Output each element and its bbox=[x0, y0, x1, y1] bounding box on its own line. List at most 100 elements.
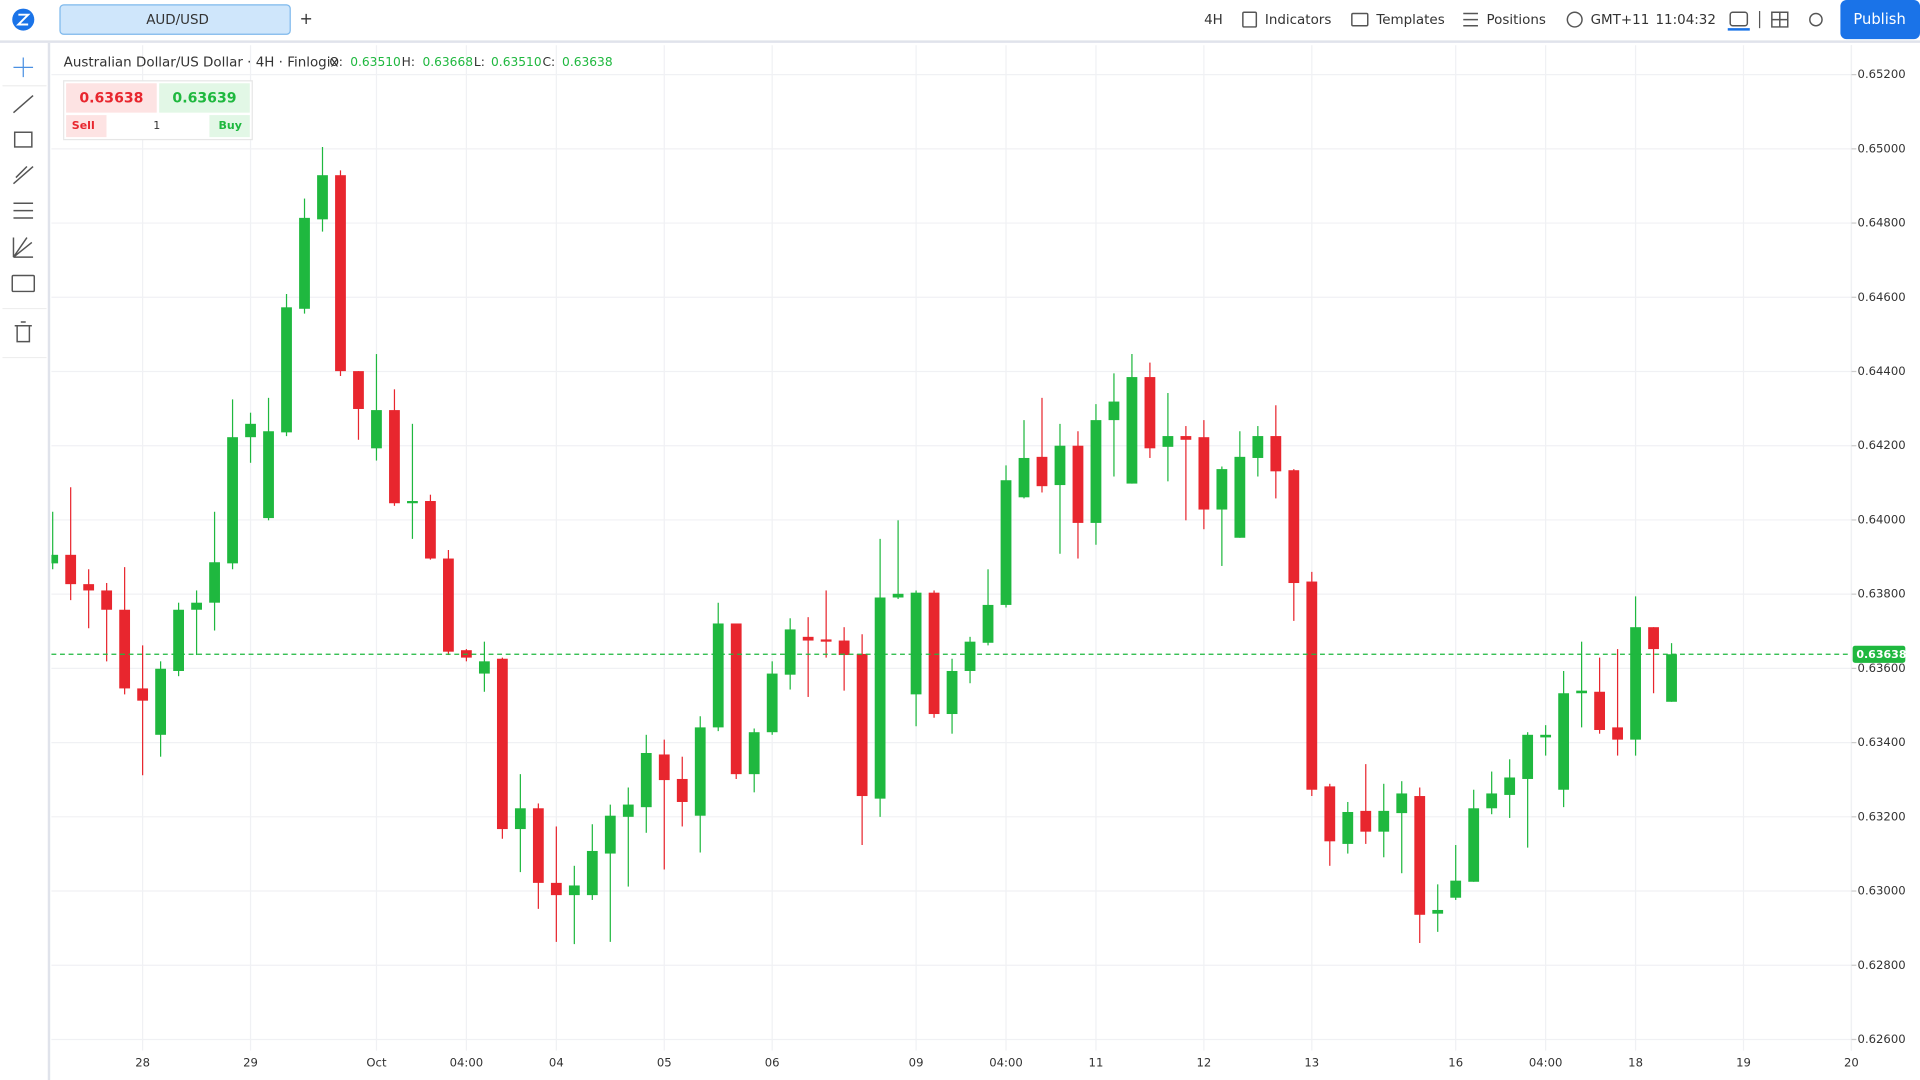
candle-body bbox=[101, 590, 113, 610]
symbol[interactable]: AUD/USD bbox=[146, 13, 209, 28]
candle-body bbox=[317, 175, 328, 220]
candle-body bbox=[1306, 581, 1318, 790]
candle-body bbox=[1666, 654, 1677, 702]
candle-body bbox=[820, 639, 832, 642]
candle-body bbox=[1414, 796, 1426, 915]
indicators-icon bbox=[1242, 11, 1258, 28]
candle-body bbox=[1234, 456, 1246, 538]
y-tick-label: 0.64200 bbox=[1858, 438, 1906, 452]
x-tick-label: 05 bbox=[657, 1055, 672, 1069]
x-tick-label: 04:00 bbox=[989, 1055, 1023, 1069]
candle-body bbox=[1000, 480, 1012, 605]
x-tick-label: 04 bbox=[549, 1055, 564, 1069]
timezone[interactable]: GMT+11 bbox=[1591, 13, 1650, 28]
last-price-box bbox=[1852, 645, 1906, 663]
last-price-label: 0.63638 bbox=[1856, 648, 1906, 661]
candle-body bbox=[371, 410, 382, 449]
candle-body bbox=[568, 885, 580, 896]
candle-body bbox=[784, 629, 796, 675]
candle-body bbox=[137, 688, 149, 701]
y-tick-label: 0.64400 bbox=[1858, 364, 1906, 378]
candle-body bbox=[1468, 808, 1480, 882]
buy-label[interactable]: Buy bbox=[218, 119, 241, 132]
trade-panel: 0.63638 0.63639 Sell 1 Buy bbox=[63, 80, 253, 141]
text-tool[interactable] bbox=[11, 274, 36, 293]
trend-line-tool[interactable] bbox=[12, 94, 34, 114]
fibonacci-tool[interactable] bbox=[13, 202, 34, 219]
fan-tool[interactable] bbox=[12, 237, 34, 258]
buy-button[interactable] bbox=[159, 83, 250, 113]
candle-body bbox=[676, 778, 688, 802]
left-toolbar bbox=[2, 42, 51, 1080]
quantity[interactable]: 1 bbox=[153, 119, 160, 132]
x-tick-label: 12 bbox=[1196, 1055, 1211, 1069]
candle-body bbox=[1558, 693, 1570, 790]
candle-body bbox=[1450, 880, 1462, 898]
candle-body bbox=[982, 604, 994, 643]
candle-body bbox=[1144, 377, 1156, 449]
channel-tool[interactable] bbox=[12, 165, 34, 185]
candle-body bbox=[425, 501, 436, 559]
buy-tab[interactable] bbox=[209, 115, 250, 138]
candle-body bbox=[928, 592, 940, 715]
delete-tool[interactable] bbox=[14, 321, 32, 343]
candle-body bbox=[550, 882, 562, 896]
buy-price[interactable]: 0.63639 bbox=[172, 91, 236, 107]
symbol-box[interactable] bbox=[59, 4, 291, 35]
candle-body bbox=[712, 623, 724, 728]
candle-body bbox=[191, 602, 202, 610]
crosshair-tool[interactable] bbox=[13, 57, 34, 78]
candle-body bbox=[1612, 727, 1623, 740]
candle-body bbox=[407, 501, 418, 504]
candle-body bbox=[1540, 734, 1552, 738]
candle-body bbox=[1648, 627, 1659, 650]
x-tick-label: 04:00 bbox=[1529, 1055, 1563, 1069]
x-tick-label: Oct bbox=[366, 1055, 387, 1069]
candle-body bbox=[478, 661, 490, 674]
rectangle-tool[interactable] bbox=[13, 131, 33, 148]
y-tick-label: 0.65200 bbox=[1858, 67, 1906, 81]
y-tick-label: 0.62600 bbox=[1858, 1032, 1906, 1046]
x-tick-label: 04:00 bbox=[450, 1055, 484, 1069]
y-tick-label: 0.64000 bbox=[1858, 512, 1906, 526]
y-tick-label: 0.63000 bbox=[1858, 884, 1906, 898]
candle-body bbox=[1486, 793, 1498, 809]
settings-icon[interactable] bbox=[1809, 12, 1823, 27]
y-tick-label: 0.64800 bbox=[1858, 216, 1906, 230]
ohlc-label: L: bbox=[474, 55, 485, 69]
layout-icon[interactable] bbox=[1771, 11, 1789, 28]
ohlc-label: C: bbox=[542, 55, 555, 69]
indicators-button[interactable]: Indicators bbox=[1265, 13, 1331, 28]
templates-icon bbox=[1351, 12, 1369, 27]
templates-button[interactable]: Templates bbox=[1375, 13, 1444, 28]
candle-body bbox=[1396, 793, 1408, 814]
candle-body bbox=[640, 752, 652, 808]
candle-body bbox=[1198, 437, 1210, 510]
market-icon[interactable] bbox=[1729, 11, 1749, 27]
candle-body bbox=[1108, 401, 1120, 421]
y-tick-label: 0.63600 bbox=[1858, 661, 1906, 675]
candle-body bbox=[173, 609, 184, 671]
publish-label[interactable]: Publish bbox=[1853, 11, 1905, 28]
interval[interactable]: 4H bbox=[1204, 13, 1223, 28]
candle-body bbox=[83, 584, 95, 591]
candle-body bbox=[227, 437, 238, 564]
positions-button[interactable]: Positions bbox=[1487, 13, 1546, 28]
chart-legend: Australian Dollar/US Dollar · 4H · Finlo… bbox=[64, 55, 613, 70]
ohlc-value: 0.63668 bbox=[422, 55, 473, 69]
candle-body bbox=[209, 562, 220, 603]
sell-price[interactable]: 0.63638 bbox=[79, 91, 143, 107]
quantity-input[interactable] bbox=[106, 115, 210, 138]
candle-body bbox=[1522, 734, 1534, 779]
sell-tab[interactable] bbox=[66, 115, 107, 138]
publish-button[interactable] bbox=[1840, 0, 1920, 40]
add-symbol[interactable]: + bbox=[299, 9, 312, 28]
sell-label[interactable]: Sell bbox=[72, 119, 95, 132]
x-tick-label: 11 bbox=[1089, 1055, 1104, 1069]
sell-button[interactable] bbox=[66, 83, 157, 113]
candle-body bbox=[245, 423, 256, 438]
candle-body bbox=[1576, 690, 1588, 694]
ohlc-value: 0.63638 bbox=[562, 55, 613, 69]
